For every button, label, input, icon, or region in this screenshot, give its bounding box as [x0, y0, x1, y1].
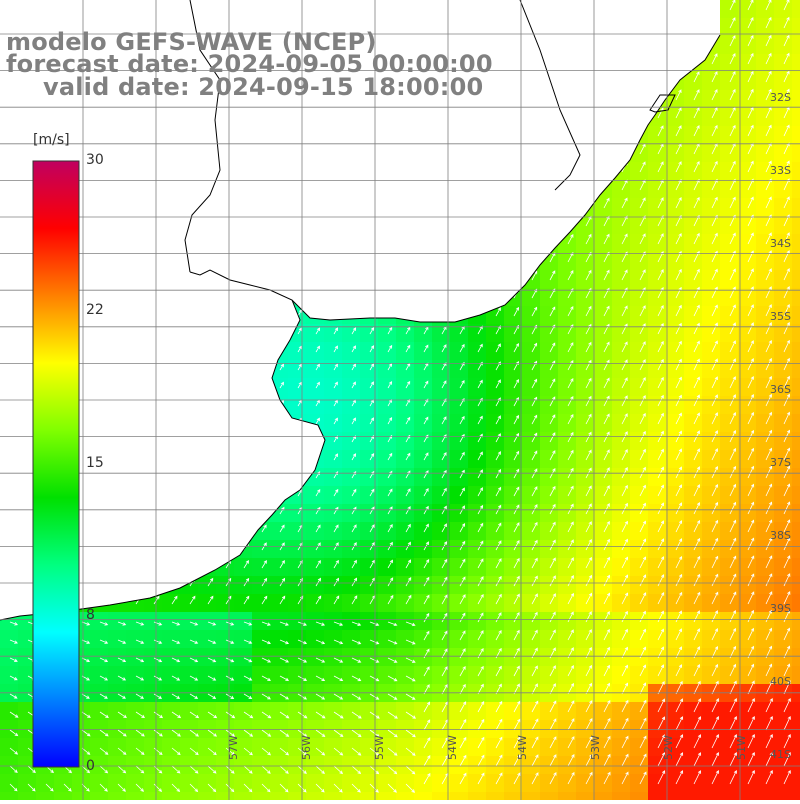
model-title: modelo GEFS-WAVE (NCEP) — [6, 28, 377, 56]
lat-label: 40S — [770, 675, 791, 688]
colorbar-unit: [m/s] — [33, 132, 70, 148]
lon-label: 51W — [735, 735, 748, 760]
lon-label: 56W — [300, 735, 313, 760]
river-border — [184, 0, 221, 273]
uruguay-border — [519, 0, 581, 191]
colorbar-tick-30: 30 — [86, 152, 104, 168]
forecast-date: forecast date: 2024-09-05 00:00:00 — [6, 50, 493, 78]
lat-label: 32S — [770, 91, 791, 104]
coastline — [0, 0, 721, 621]
land-argentina — [0, 0, 325, 620]
lat-label: 34S — [770, 237, 791, 250]
lon-label: 57W — [227, 735, 240, 760]
colorbar-tick-22: 22 — [86, 302, 104, 318]
colorbar-tick-0: 0 — [86, 758, 95, 774]
lat-label: 36S — [770, 383, 791, 396]
lat-label: 37S — [770, 456, 791, 469]
land-mask — [0, 0, 720, 620]
lat-label: 33S — [770, 164, 791, 177]
grid-labels: 32S 33S 34S 35S 36S 37S 38S 39S 40S 41S 54W 53W 52W 5… — [227, 91, 791, 761]
coastline-north — [189, 34, 721, 323]
land-uruguay-brazil — [185, 0, 720, 322]
coastline-south — [0, 299, 326, 621]
lon-label: 55W — [373, 735, 386, 760]
lon-label: 53W — [589, 735, 602, 760]
colorbar-tick-15: 15 — [86, 455, 104, 471]
lat-label: 38S — [770, 529, 791, 542]
lon-label: 52W — [662, 735, 675, 760]
lat-label: 39S — [770, 602, 791, 615]
lon-label: 54W — [446, 735, 459, 760]
lagoon-outline — [649, 94, 676, 113]
colorbar — [32, 160, 80, 768]
colorbar-tick-8: 8 — [86, 607, 95, 623]
lat-label: 41S — [770, 748, 791, 761]
colorbar-fill — [32, 160, 80, 768]
lon-label: 54W — [516, 735, 529, 760]
valid-date: valid date: 2024-09-15 18:00:00 — [43, 73, 484, 101]
lat-label: 35S — [770, 310, 791, 323]
